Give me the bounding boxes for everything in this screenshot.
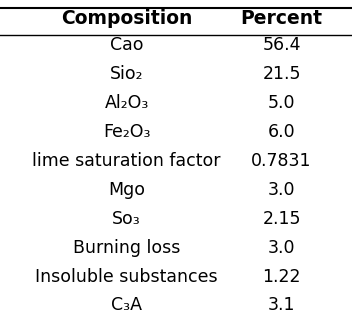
Text: Percent: Percent — [241, 9, 322, 28]
Text: 5.0: 5.0 — [268, 94, 295, 112]
Text: 6.0: 6.0 — [268, 123, 295, 141]
Text: Fe₂O₃: Fe₂O₃ — [103, 123, 150, 141]
Text: lime saturation factor: lime saturation factor — [32, 152, 221, 170]
Text: 2.15: 2.15 — [262, 210, 301, 228]
Text: 21.5: 21.5 — [262, 65, 301, 83]
Text: C₃A: C₃A — [111, 296, 142, 314]
Text: Mgo: Mgo — [108, 181, 145, 199]
Text: 3.1: 3.1 — [268, 296, 295, 314]
Text: 1.22: 1.22 — [262, 267, 301, 286]
Text: Composition: Composition — [61, 9, 193, 28]
Text: Burning loss: Burning loss — [73, 239, 181, 257]
Text: Cao: Cao — [110, 36, 144, 54]
Text: 3.0: 3.0 — [268, 239, 295, 257]
Text: Insoluble substances: Insoluble substances — [36, 267, 218, 286]
Text: So₃: So₃ — [112, 210, 141, 228]
Text: 56.4: 56.4 — [262, 36, 301, 54]
Text: 3.0: 3.0 — [268, 181, 295, 199]
Text: Al₂O₃: Al₂O₃ — [105, 94, 149, 112]
Text: Sio₂: Sio₂ — [110, 65, 144, 83]
Text: 0.7831: 0.7831 — [251, 152, 312, 170]
